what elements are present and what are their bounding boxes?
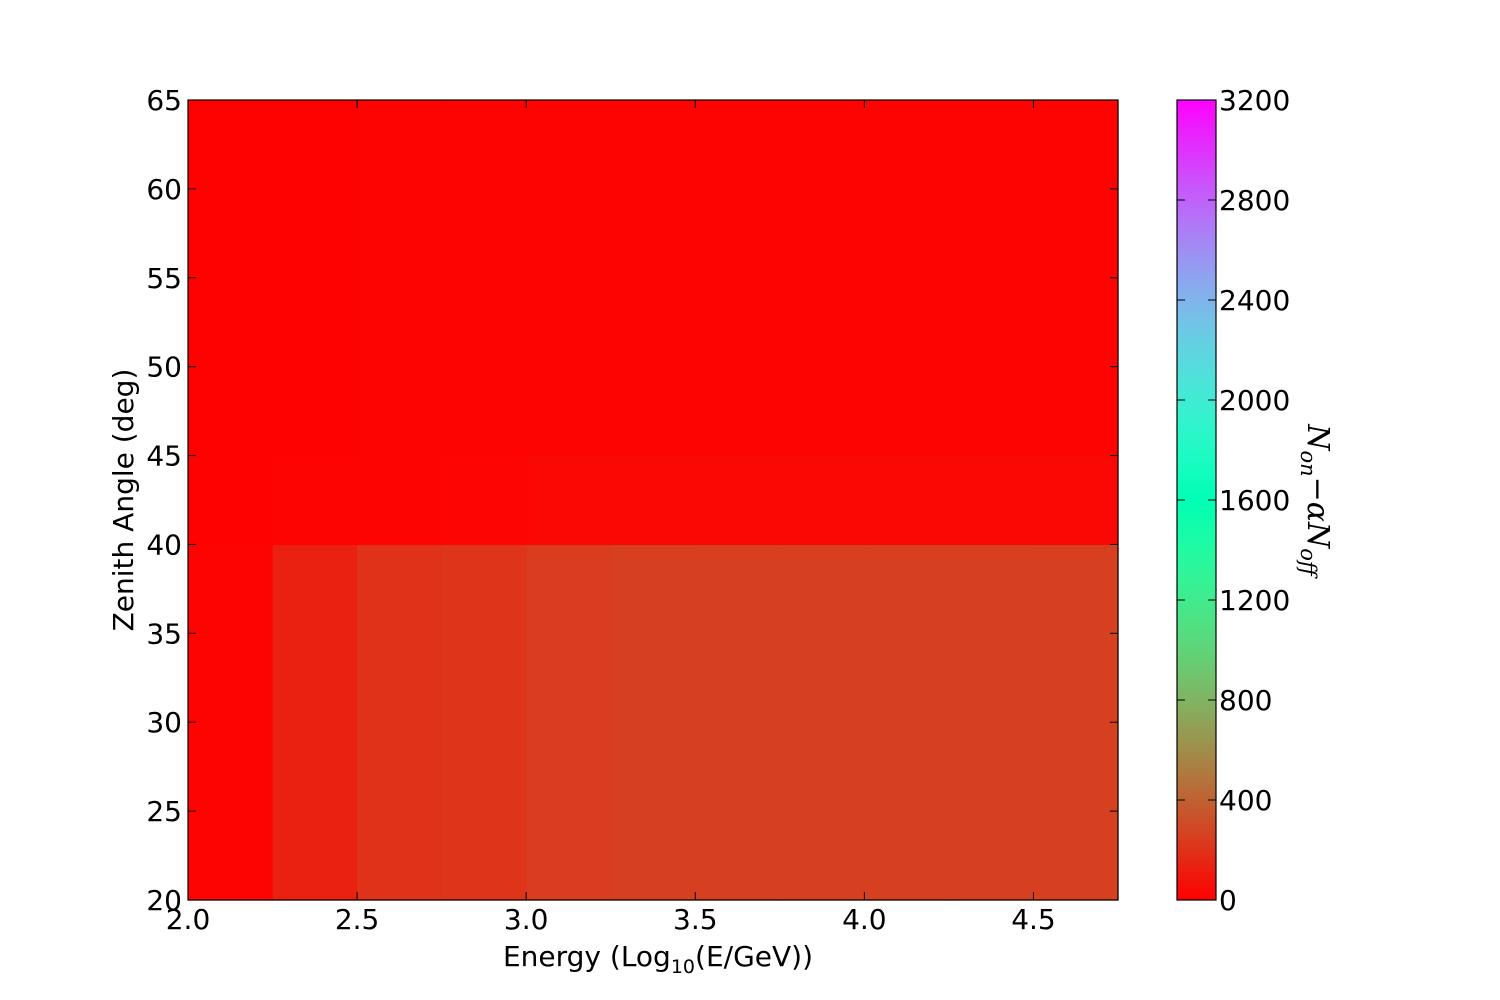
y-tick-label: 60 xyxy=(146,173,182,206)
heatmap-cell xyxy=(1033,544,1119,901)
heatmap-cell xyxy=(610,544,696,901)
colorbar-tick-label: 800 xyxy=(1219,684,1272,717)
heatmap-cell xyxy=(779,455,865,546)
colorbar-tick-label: 2400 xyxy=(1219,284,1290,317)
heatmap-cell xyxy=(526,455,612,546)
y-tick-label: 45 xyxy=(146,440,182,473)
heatmap-cell xyxy=(188,455,274,546)
y-tick-label: 35 xyxy=(146,617,182,650)
colorbar-tick-label: 1600 xyxy=(1219,484,1290,517)
heatmap-cell xyxy=(357,100,443,457)
y-tick-label: 40 xyxy=(146,528,182,561)
heatmap-cell xyxy=(188,544,274,901)
heatmap-cell xyxy=(272,100,358,457)
colorbar-label-part: −α xyxy=(1300,477,1335,522)
heatmap-cell xyxy=(695,544,781,901)
heatmap-cell xyxy=(864,455,950,546)
y-tick-label: 65 xyxy=(146,84,182,117)
y-tick-label: 30 xyxy=(146,706,182,739)
y-tick-label: 25 xyxy=(146,795,182,828)
x-tick-label: 2.0 xyxy=(166,903,211,936)
x-tick-label: 4.0 xyxy=(842,903,887,936)
colorbar-tick-label: 0 xyxy=(1219,884,1237,917)
x-axis: 2.0 2.5 3.0 3.5 4.0 4.5 xyxy=(166,100,1056,936)
y-tick-label: 55 xyxy=(146,262,182,295)
x-axis-label: Energy (Log10(E/GeV)) xyxy=(503,940,813,978)
heatmap-cell xyxy=(779,544,865,901)
heatmap-cell xyxy=(357,455,443,546)
x-axis-label-subscript: 10 xyxy=(671,956,695,978)
x-tick-label: 3.5 xyxy=(673,903,718,936)
heatmap-cell xyxy=(441,100,527,457)
heatmap-cell xyxy=(1033,100,1119,457)
heatmap-cell xyxy=(1033,455,1119,546)
heatmap-cells xyxy=(188,100,1119,901)
heatmap-cell xyxy=(188,100,274,457)
colorbar-label-subscript: on xyxy=(1296,450,1320,476)
heatmap-cell xyxy=(779,100,865,457)
colorbar-tick-label: 400 xyxy=(1219,784,1272,817)
colorbar-tick-label: 3200 xyxy=(1219,84,1290,117)
heatmap-cell xyxy=(864,544,950,901)
heatmap-cell xyxy=(357,544,443,901)
heatmap-cell xyxy=(948,100,1035,457)
x-axis-label-part: Energy (Log xyxy=(503,940,671,973)
plot-frame xyxy=(187,99,1119,901)
heatmap-cell xyxy=(441,455,527,546)
colorbar-tick-label: 2000 xyxy=(1219,384,1290,417)
colorbar-tick-label: 2800 xyxy=(1219,184,1290,217)
heatmap-cell xyxy=(948,455,1035,546)
colorbar-tick-label: 1200 xyxy=(1219,584,1290,617)
x-tick-label: 3.0 xyxy=(504,903,549,936)
heatmap-cell xyxy=(948,544,1035,901)
heatmap-cell xyxy=(272,544,358,901)
heatmap-cell xyxy=(526,100,612,457)
x-tick-label: 2.5 xyxy=(335,903,380,936)
heatmap-cell xyxy=(610,455,696,546)
heatmap-cell xyxy=(610,100,696,457)
colorbar-ticks: 0 400 800 1200 1600 2000 2400 2800 3200 xyxy=(1177,84,1290,917)
heatmap-cell xyxy=(864,100,950,457)
colorbar-label-part: N xyxy=(1300,423,1335,452)
x-tick-label: 4.5 xyxy=(1011,903,1056,936)
heatmap-cell xyxy=(695,100,781,457)
heatmap-cell xyxy=(441,544,527,901)
heatmap-cell xyxy=(695,455,781,546)
colorbar-label-part: N xyxy=(1300,521,1335,550)
y-axis: 20 25 30 35 40 45 50 55 60 65 xyxy=(146,84,1118,917)
y-tick-label: 50 xyxy=(146,351,182,384)
colorbar-label: Non−αNoff xyxy=(1296,423,1335,579)
y-axis-label: Zenith Angle (deg) xyxy=(107,369,140,632)
heatmap-cell xyxy=(526,544,612,901)
y-tick-label: 20 xyxy=(146,884,182,917)
heatmap-cell xyxy=(272,455,358,546)
x-axis-label-part: (E/GeV)) xyxy=(695,940,813,973)
colorbar-label-subscript: off xyxy=(1296,548,1320,579)
